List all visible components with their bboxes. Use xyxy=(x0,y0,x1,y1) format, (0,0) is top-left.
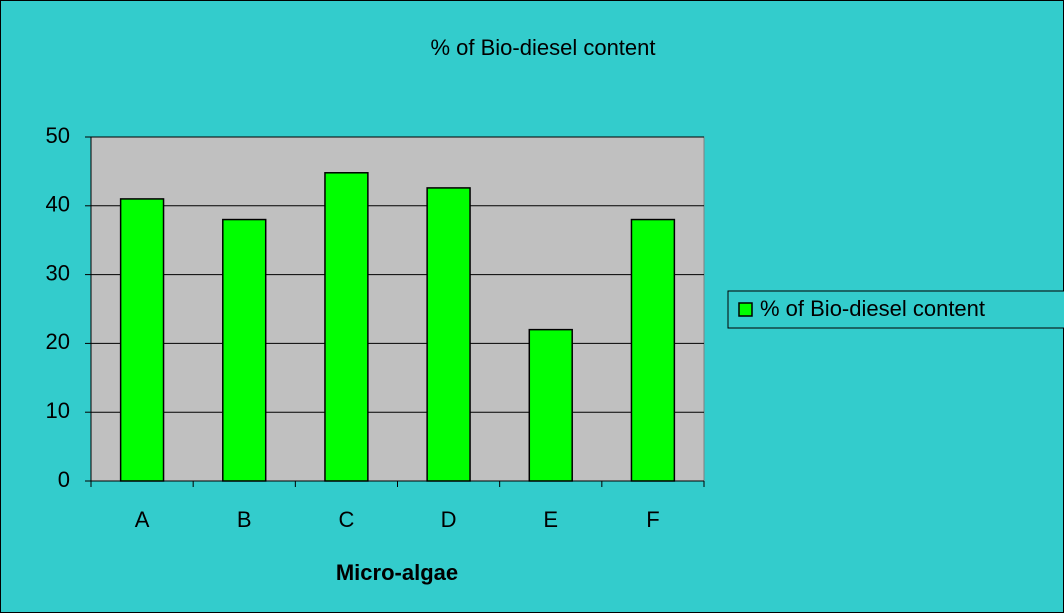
y-tick-label: 50 xyxy=(46,123,70,148)
x-tick-label: C xyxy=(338,507,354,532)
x-tick-label: B xyxy=(237,507,252,532)
y-tick-label: 20 xyxy=(46,329,70,354)
x-tick-label: D xyxy=(441,507,457,532)
bar xyxy=(119,198,165,482)
y-tick-label: 0 xyxy=(58,467,70,492)
y-tick-label: 30 xyxy=(46,260,70,285)
chart-title: % of Bio-diesel content xyxy=(430,35,655,60)
bar xyxy=(222,218,267,482)
x-tick-label: F xyxy=(646,507,659,532)
legend-swatch xyxy=(738,302,753,317)
bar xyxy=(426,187,471,482)
bar xyxy=(324,172,369,482)
x-axis-label: Micro-algae xyxy=(336,560,458,585)
legend-label: % of Bio-diesel content xyxy=(760,296,985,321)
bar xyxy=(528,328,573,482)
legend-box xyxy=(727,290,1064,329)
x-tick-label: A xyxy=(135,507,150,532)
plot-area xyxy=(90,136,705,482)
y-tick-label: 10 xyxy=(46,398,70,423)
bar xyxy=(630,218,676,482)
x-tick-label: E xyxy=(543,507,558,532)
y-tick-label: 40 xyxy=(46,192,70,217)
